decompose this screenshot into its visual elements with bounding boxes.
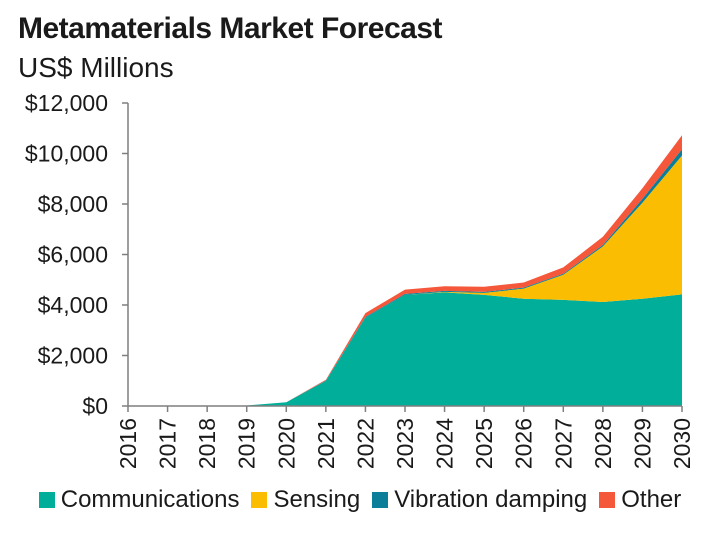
x-tick-label: 2026 [511, 418, 537, 469]
legend-label: Vibration damping [394, 486, 588, 513]
x-tick-label: 2022 [352, 418, 378, 469]
chart-title: Metamaterials Market Forecast [18, 12, 443, 45]
chart-subtitle: US$ Millions [18, 52, 174, 83]
area-series-sensing [128, 155, 682, 406]
y-tick-label: $4,000 [38, 292, 108, 318]
x-tick-label: 2024 [432, 418, 458, 469]
legend-item-communications: Communications [38, 486, 240, 514]
x-tick-label: 2016 [115, 418, 141, 469]
legend-label: Communications [60, 486, 240, 513]
legend: Communications Sensing Vibration damping Ot… [0, 486, 720, 514]
y-tick-label: $2,000 [38, 343, 108, 369]
x-tick-label: 2019 [234, 418, 260, 469]
x-tick-label: 2017 [155, 418, 181, 469]
y-tick-label: $0 [82, 393, 108, 419]
x-tick-label: 2025 [471, 418, 497, 469]
x-tick-label: 2028 [590, 418, 616, 469]
x-tick-label: 2018 [194, 418, 220, 469]
y-tick-label: $8,000 [38, 191, 108, 217]
legend-item-sensing: Sensing [251, 486, 360, 514]
legend-label: Sensing [273, 486, 361, 513]
x-tick-label: 2030 [669, 418, 695, 469]
legend-swatch [599, 492, 616, 508]
legend-item-vibration-damping: Vibration damping [372, 486, 587, 514]
legend-swatch [38, 492, 55, 508]
legend-swatch [372, 492, 389, 508]
y-tick-label: $12,000 [25, 90, 108, 116]
x-tick-label: 2020 [273, 418, 299, 469]
legend-item-other: Other [599, 486, 681, 514]
legend-label: Other [621, 486, 682, 513]
y-tick-label: $10,000 [25, 141, 108, 167]
x-tick-label: 2021 [313, 418, 339, 469]
x-tick-label: 2027 [550, 418, 576, 469]
area-series-communications [128, 292, 682, 406]
legend-swatch [251, 492, 268, 508]
y-tick-label: $6,000 [38, 242, 108, 268]
x-tick-label: 2029 [629, 418, 655, 469]
x-tick-label: 2023 [392, 418, 418, 469]
